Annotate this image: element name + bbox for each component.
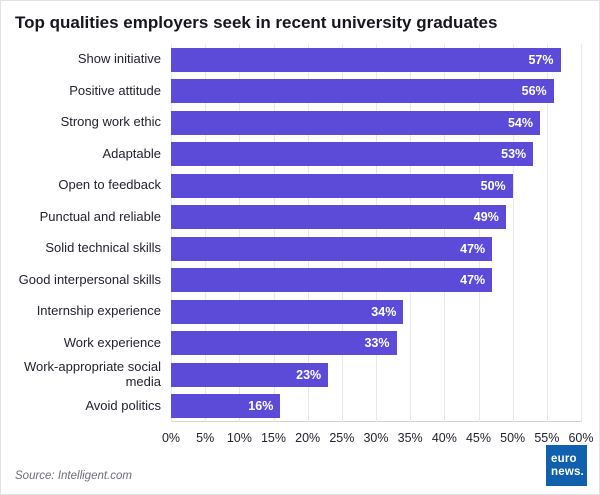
bar-track: 47% — [171, 268, 581, 293]
bar: 16% — [171, 394, 281, 419]
source-text: Source: Intelligent.com — [15, 470, 132, 482]
x-tick-label: 5% — [196, 431, 215, 445]
bar-value-label: 56% — [521, 84, 547, 99]
x-axis: 0% 5% 10% 15% 20% 25% 30% 35% 40% 45% 50% 55% 60% — [162, 429, 594, 447]
plot-area: Show initiative 57% Positive attitude 56% St… — [15, 44, 585, 422]
bar-row: Strong work ethic 54% — [15, 107, 585, 139]
category-label: Good interpersonal skills — [18, 271, 161, 287]
bar-row: Avoid politics 16% — [15, 391, 585, 423]
x-tick-label: 0% — [161, 431, 181, 445]
bar-row: Good interpersonal skills 47% — [15, 265, 585, 297]
bar: 47% — [171, 268, 493, 293]
x-tick-label: 20% — [295, 431, 321, 445]
bar: 56% — [171, 79, 554, 104]
bar-track: 33% — [171, 331, 581, 356]
gridline — [410, 44, 412, 422]
gridline — [273, 44, 275, 422]
gridlines-layer — [171, 44, 582, 422]
bar-track: 34% — [171, 299, 581, 324]
bar-value-label: 47% — [460, 241, 486, 256]
bar-row: Punctual and reliable 49% — [15, 202, 585, 234]
bar-rows: Show initiative 57% Positive attitude 56% St… — [15, 44, 585, 422]
x-tick-label: 25% — [329, 431, 355, 445]
category-label: Adaptable — [102, 145, 161, 161]
x-tick-label: 10% — [226, 431, 252, 445]
bar-value-label: 16% — [248, 399, 274, 414]
bar-track: 47% — [171, 236, 581, 261]
bar: 23% — [171, 362, 329, 387]
bar: 54% — [171, 110, 540, 135]
x-tick-label: 45% — [465, 431, 492, 445]
bar-row: Positive attitude 56% — [15, 76, 585, 108]
x-tick-label: 50% — [500, 431, 526, 445]
bar-value-label: 50% — [480, 178, 506, 193]
gridline — [581, 44, 582, 422]
gridline — [341, 44, 343, 422]
bar-value-label: 47% — [460, 273, 486, 288]
bar-chart: Show initiative 57% Positive attitude 56% St… — [15, 44, 594, 447]
x-tick-label: 60% — [568, 431, 594, 445]
category-label: Punctual and reliable — [39, 208, 161, 224]
gridline — [171, 44, 172, 422]
bar: 57% — [171, 47, 561, 72]
logo-line-2: news. — [551, 465, 584, 478]
bar: 47% — [171, 236, 493, 261]
bar-value-label: 23% — [296, 367, 322, 382]
footer: Source: Intelligent.com euro news. — [15, 445, 587, 486]
category-label: Work experience — [63, 334, 161, 350]
bar-row: Work-appropriate social media 23% — [15, 359, 585, 391]
gridline — [512, 44, 514, 422]
bar-row: Internship experience 34% — [15, 296, 585, 328]
gridline — [376, 44, 377, 422]
category-label: Solid technical skills — [45, 240, 161, 256]
bar-row: Open to feedback 50% — [15, 170, 585, 202]
gridline — [546, 44, 548, 422]
bar-track: 49% — [171, 205, 581, 230]
bar-track: 54% — [171, 110, 581, 135]
bar: 33% — [171, 331, 397, 356]
bar-row: Solid technical skills 47% — [15, 233, 585, 265]
gridline — [239, 44, 241, 422]
bar-value-label: 57% — [528, 52, 554, 67]
bar-value-label: 53% — [501, 147, 527, 162]
x-tick-label: 15% — [260, 431, 287, 445]
bar: 50% — [171, 173, 513, 198]
category-label: Internship experience — [36, 303, 161, 319]
bar-track: 56% — [171, 79, 581, 104]
x-tick-label: 55% — [534, 431, 560, 445]
bar-value-label: 54% — [507, 115, 533, 130]
bar-track: 16% — [171, 394, 581, 419]
x-tick-label: 35% — [397, 431, 423, 445]
category-label: Open to feedback — [58, 177, 161, 193]
chart-title: Top qualities employers seek in recent u… — [15, 13, 498, 32]
x-tick-label: 40% — [431, 431, 457, 445]
category-label: Positive attitude — [69, 82, 161, 98]
bar-track: 23% — [171, 362, 581, 387]
bar-row: Adaptable 53% — [15, 139, 585, 171]
gridline — [478, 44, 480, 422]
bar-value-label: 33% — [364, 336, 390, 351]
x-tick-label: 30% — [363, 431, 389, 445]
category-label: Show initiative — [77, 51, 161, 67]
bar-track: 57% — [171, 47, 581, 72]
bar-value-label: 34% — [371, 304, 397, 319]
bar: 53% — [171, 142, 534, 167]
bar-value-label: 49% — [473, 210, 499, 225]
bar-track: 53% — [171, 142, 581, 167]
gridline — [205, 44, 207, 422]
bar-row: Work experience 33% — [15, 328, 585, 360]
euronews-logo: euro news. — [546, 445, 587, 486]
bar-row: Show initiative 57% — [15, 44, 585, 76]
category-label: Work-appropriate social media — [23, 359, 161, 389]
category-label: Avoid politics — [85, 397, 161, 413]
bar: 34% — [171, 299, 404, 324]
bar: 49% — [171, 205, 506, 230]
bar-track: 50% — [171, 173, 581, 198]
gridline — [307, 44, 309, 422]
logo-line-1: euro — [551, 452, 577, 465]
category-label: Strong work ethic — [60, 114, 161, 130]
gridline — [444, 44, 446, 422]
